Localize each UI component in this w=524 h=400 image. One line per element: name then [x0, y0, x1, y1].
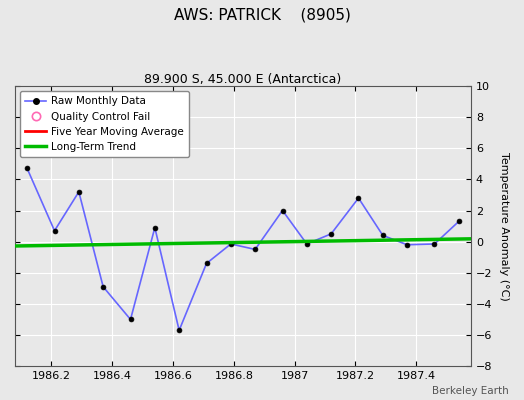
Legend: Raw Monthly Data, Quality Control Fail, Five Year Moving Average, Long-Term Tren: Raw Monthly Data, Quality Control Fail, … — [20, 91, 189, 157]
Text: Berkeley Earth: Berkeley Earth — [432, 386, 508, 396]
Title: 89.900 S, 45.000 E (Antarctica): 89.900 S, 45.000 E (Antarctica) — [144, 73, 342, 86]
Y-axis label: Temperature Anomaly (°C): Temperature Anomaly (°C) — [499, 152, 509, 300]
Text: AWS: PATRICK    (8905): AWS: PATRICK (8905) — [173, 8, 351, 23]
